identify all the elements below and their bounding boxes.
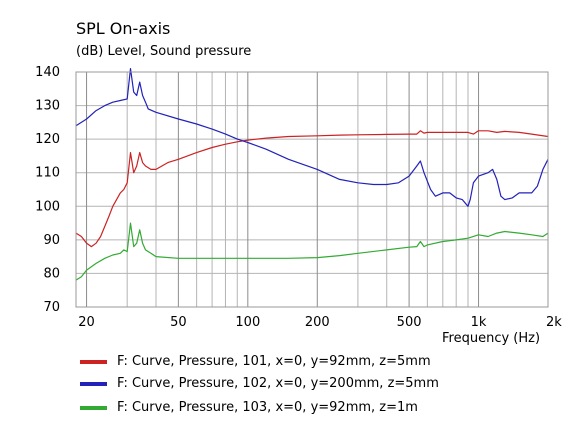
- x-tick-label: 500: [397, 315, 422, 330]
- y-tick-label: 120: [35, 132, 60, 147]
- legend-label: F: Curve, Pressure, 102, x=0, y=200mm, z…: [117, 376, 439, 391]
- y-tick-label: 110: [35, 166, 60, 181]
- legend: F: Curve, Pressure, 101, x=0, y=92mm, z=…: [80, 354, 439, 415]
- legend-swatch: [80, 406, 107, 410]
- y-tick-label: 130: [35, 99, 60, 114]
- x-tick-label: 200: [305, 315, 330, 330]
- x-tick-label: 1k: [471, 315, 487, 330]
- chart-title: SPL On-axis: [76, 19, 170, 38]
- legend-swatch: [80, 382, 107, 386]
- series-line-2: [75, 67, 549, 207]
- x-tick-label: 100: [235, 315, 260, 330]
- x-axis-label: Frequency (Hz): [442, 331, 540, 346]
- x-tick-label: 20: [78, 315, 95, 330]
- legend-swatch: [80, 360, 107, 364]
- y-tick-label: 70: [43, 300, 60, 315]
- y-tick-label: 140: [35, 65, 60, 80]
- x-tick-label: 50: [170, 315, 187, 330]
- y-tick-label: 80: [43, 266, 60, 281]
- series-line-3: [75, 222, 549, 281]
- y-axis-label: (dB) Level, Sound pressure: [76, 44, 251, 59]
- y-tick-label: 90: [43, 233, 60, 248]
- plot-frame: [75, 71, 549, 308]
- grid: [76, 71, 549, 308]
- legend-label: F: Curve, Pressure, 101, x=0, y=92mm, z=…: [117, 354, 431, 369]
- x-tick-labels: 20 50 100 200 500 1k 2k: [78, 315, 562, 330]
- legend-label: F: Curve, Pressure, 103, x=0, y=92mm, z=…: [117, 400, 418, 415]
- y-tick-label: 100: [35, 199, 60, 214]
- series-line-1: [75, 130, 549, 248]
- series-lines: [75, 67, 549, 281]
- y-tick-labels: 70 80 90 100 110 120 130 140: [35, 65, 60, 315]
- x-tick-label: 2k: [546, 315, 562, 330]
